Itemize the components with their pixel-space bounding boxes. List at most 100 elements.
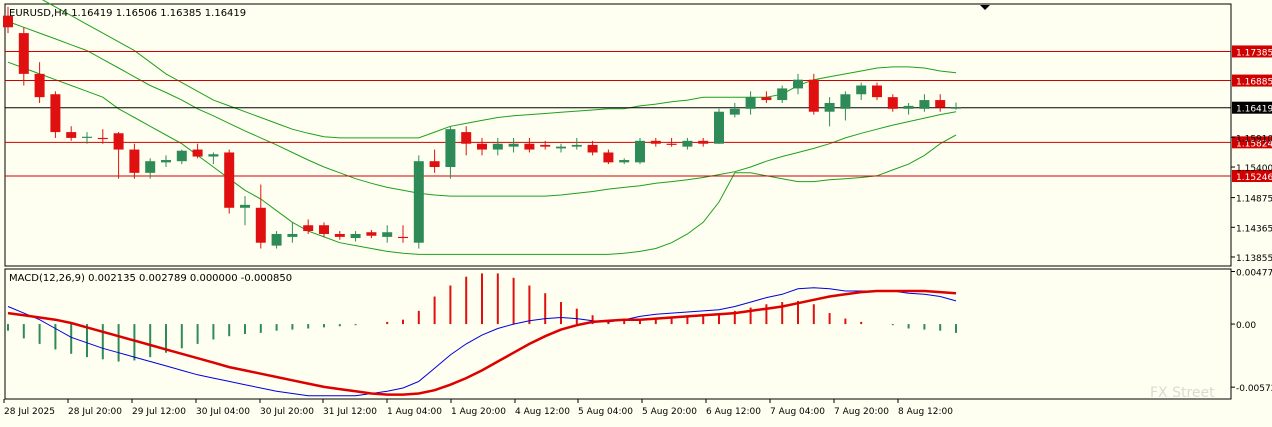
time-tick-label: 5 Aug 04:00 xyxy=(578,407,633,417)
candle-body xyxy=(477,143,487,150)
macd-line xyxy=(7,287,957,397)
candle-body xyxy=(903,105,914,109)
price-panel-frame xyxy=(4,3,1232,267)
candle-body xyxy=(350,233,361,239)
candle-body xyxy=(808,79,819,112)
price-tick-label: 1.13855 xyxy=(1236,254,1272,264)
candle-body xyxy=(635,140,645,163)
candle-body xyxy=(208,154,219,157)
candle-body xyxy=(824,102,835,112)
candle-body xyxy=(619,160,630,163)
time-tick-label: 31 Jul 12:00 xyxy=(323,407,377,417)
level-label: 1.17385 xyxy=(1236,48,1272,58)
candle-body xyxy=(556,146,566,149)
candle-body xyxy=(445,129,456,168)
macd-header: MACD(12,26,9) 0.002135 0.002789 0.000000… xyxy=(9,273,292,284)
candle-body xyxy=(271,233,282,246)
candle-body xyxy=(319,225,329,234)
candle-body xyxy=(398,236,408,239)
candle-body xyxy=(587,144,598,153)
candle-body xyxy=(524,143,535,150)
level-label-box xyxy=(1232,74,1272,87)
macd-indicator xyxy=(7,273,957,397)
time-tick-label: 7 Aug 20:00 xyxy=(834,407,889,417)
candle-body xyxy=(872,85,882,98)
price-tick-label: 1.15910 xyxy=(1236,134,1272,144)
candle-body xyxy=(240,204,250,208)
time-tick-label: 29 Jul 12:00 xyxy=(132,407,186,417)
horizontal-levels: 1.17385 1.16885 1.16419 1.15824 1.15246 xyxy=(5,45,1272,183)
candle-body xyxy=(303,225,314,232)
candle-body xyxy=(508,143,519,147)
candle-body xyxy=(97,137,108,140)
candle-body xyxy=(650,140,661,144)
candle-body xyxy=(698,140,709,144)
time-tick-label: 30 Jul 04:00 xyxy=(196,407,250,417)
level-label-box xyxy=(1232,169,1272,182)
candle-body xyxy=(603,152,614,163)
candle-body xyxy=(18,33,29,74)
shift-marker-icon[interactable] xyxy=(980,5,990,10)
time-tick-label: 6 Aug 12:00 xyxy=(706,407,761,417)
time-tick-label: 28 Jul 20:00 xyxy=(68,407,122,417)
candle-body xyxy=(129,149,140,173)
level-label-box xyxy=(1232,101,1272,114)
candle-body xyxy=(540,144,551,147)
candle-body xyxy=(66,132,77,138)
candle-body xyxy=(334,233,345,237)
price-tick-label: 1.14875 xyxy=(1236,195,1272,205)
time-tick-label: 8 Aug 12:00 xyxy=(898,407,953,417)
candle-body xyxy=(366,232,377,236)
time-tick-label: 1 Aug 04:00 xyxy=(387,407,442,417)
candle-body xyxy=(429,161,440,168)
candle-body xyxy=(682,140,693,147)
candle-body xyxy=(840,94,851,109)
price-axis: 1.13855 1.14365 1.14875 1.15400 1.15910 xyxy=(1231,134,1272,264)
time-tick-label: 5 Aug 20:00 xyxy=(642,407,697,417)
candle-body xyxy=(492,143,503,150)
candle-body xyxy=(82,136,92,138)
candle-body xyxy=(161,160,171,163)
candle-body xyxy=(793,79,803,89)
time-tick-label: 7 Aug 04:00 xyxy=(770,407,825,417)
time-tick-label: 4 Aug 12:00 xyxy=(515,407,570,417)
macd-tick-label: 0.00 xyxy=(1236,321,1256,331)
level-label: 1.15824 xyxy=(1236,139,1272,149)
time-tick-label: 30 Jul 20:00 xyxy=(260,407,314,417)
candle-body xyxy=(951,107,961,109)
candle-body xyxy=(176,150,187,162)
macd-tick-label: 0.004774 xyxy=(1236,268,1272,278)
time-tick-label: 1 Aug 20:00 xyxy=(451,407,506,417)
candle-body xyxy=(714,111,724,144)
level-label: 1.15246 xyxy=(1236,173,1272,183)
bollinger-lower-line xyxy=(7,61,957,255)
bollinger-middle-line xyxy=(7,21,957,197)
candle-body xyxy=(666,143,677,145)
candle-body xyxy=(856,85,867,95)
candle-body xyxy=(50,94,61,133)
macd-panel-frame xyxy=(4,268,1232,400)
macd-signal-line xyxy=(7,289,957,396)
candle-body xyxy=(935,100,946,108)
candle-body xyxy=(571,144,582,147)
level-label: 1.16419 xyxy=(1236,105,1272,115)
candle-body xyxy=(887,97,898,109)
candlesticks xyxy=(3,6,961,249)
level-label: 1.16885 xyxy=(1236,78,1272,88)
candle-body xyxy=(729,108,740,115)
candle-body xyxy=(761,97,772,101)
price-tick-label: 1.14365 xyxy=(1236,224,1272,234)
candle-body xyxy=(382,232,393,237)
candle-body xyxy=(3,15,13,28)
candle-body xyxy=(461,132,472,144)
candle-body xyxy=(287,233,298,237)
time-tick-label: 28 Jul 2025 xyxy=(4,407,55,417)
candle-body xyxy=(145,161,156,173)
macd-tick-label: -0.005725 xyxy=(1236,384,1272,394)
candle-body xyxy=(919,100,930,109)
candle-body xyxy=(255,207,266,243)
candle-body xyxy=(224,152,235,208)
price-tick-label: 1.15400 xyxy=(1236,164,1272,174)
